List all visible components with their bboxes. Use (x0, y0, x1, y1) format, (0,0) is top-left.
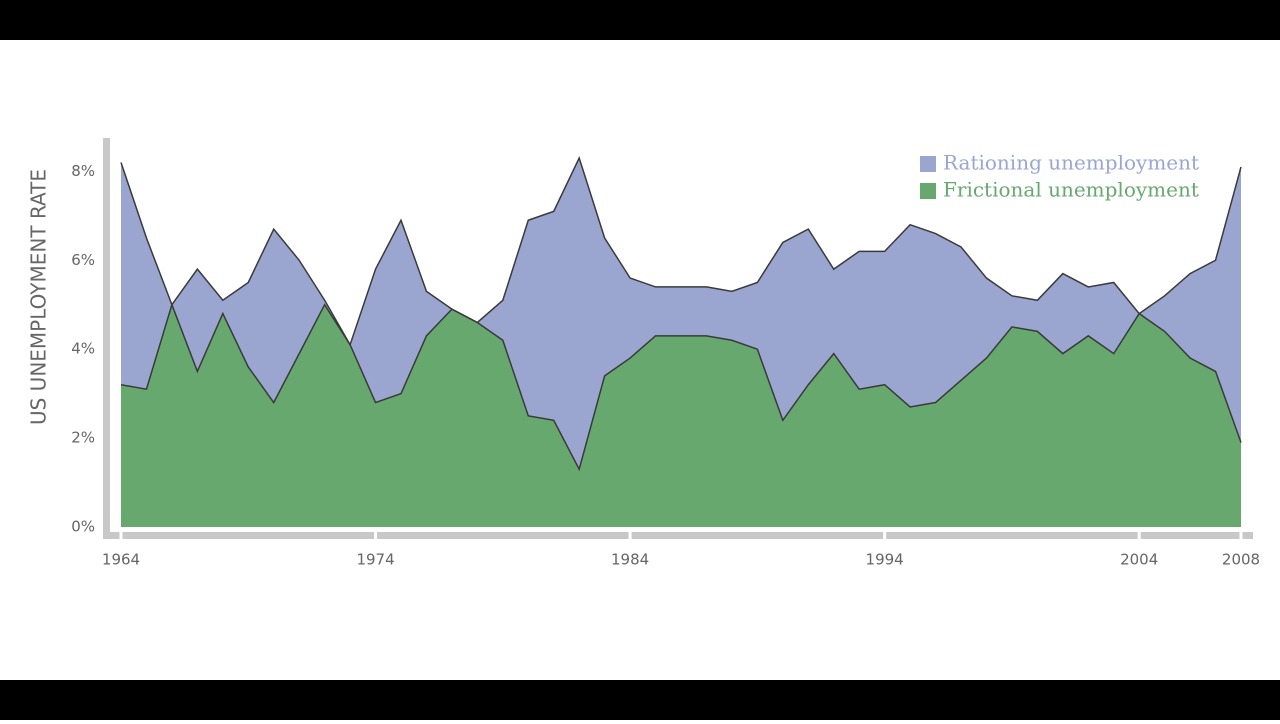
area-outline (120, 302, 1242, 472)
area-outline (120, 155, 1242, 347)
y-tick-label: 0% (71, 518, 95, 536)
letterbox-top (0, 0, 1280, 40)
x-tick-label: 1994 (866, 551, 904, 569)
letterbox-bottom (0, 680, 1280, 720)
x-tick-label: 2004 (1120, 551, 1158, 569)
x-tick-label: 1964 (102, 551, 140, 569)
x-tick-label: 1974 (356, 551, 394, 569)
area (121, 158, 1241, 470)
x-tick-label: 2008 (1222, 551, 1260, 569)
y-tick-label: 8% (71, 162, 95, 180)
y-axis (103, 138, 110, 535)
y-tick-label: 2% (71, 429, 95, 447)
x-axis (103, 532, 1253, 539)
legend-label: Frictional unemployment (943, 178, 1199, 202)
legend-label: Rationing unemployment (943, 151, 1199, 175)
area (121, 304, 1241, 527)
y-axis-label: US UNEMPLOYMENT RATE (27, 169, 51, 425)
legend-swatch (920, 183, 936, 199)
y-tick-label: 4% (71, 340, 95, 358)
y-tick-label: 6% (71, 251, 95, 269)
legend-swatch (920, 156, 936, 172)
x-tick-label: 1984 (611, 551, 649, 569)
